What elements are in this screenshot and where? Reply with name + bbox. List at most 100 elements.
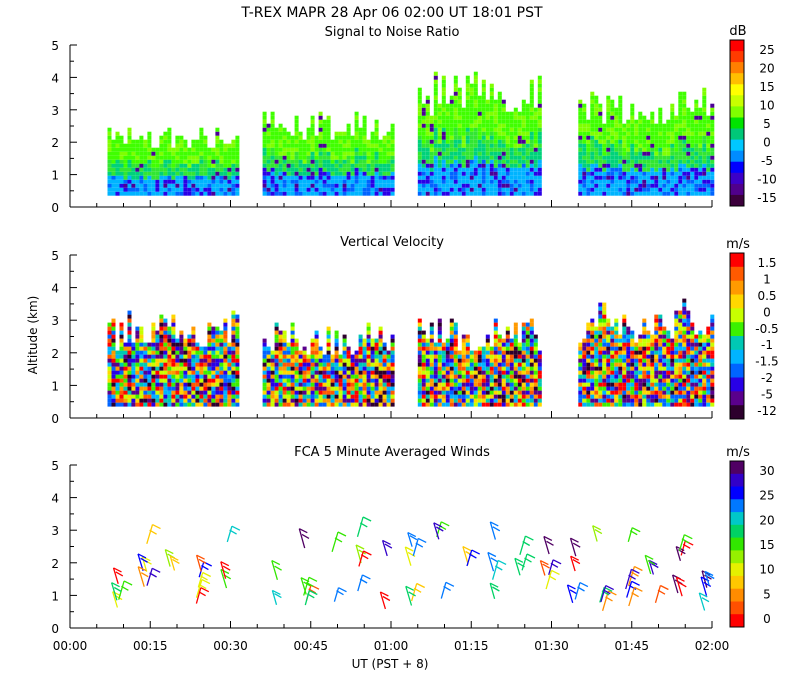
data-cell	[449, 362, 454, 367]
data-cell	[622, 131, 627, 136]
data-cell	[314, 346, 319, 351]
data-cell	[354, 155, 359, 160]
data-cell	[266, 398, 271, 403]
data-cell	[266, 127, 271, 132]
data-cell	[449, 95, 454, 100]
data-cell	[191, 163, 196, 168]
data-cell	[618, 179, 623, 184]
data-cell	[670, 362, 675, 367]
data-cell	[606, 334, 611, 339]
data-cell	[262, 370, 267, 375]
data-cell	[634, 123, 639, 128]
data-cell	[282, 342, 287, 347]
data-cell	[449, 394, 454, 399]
data-cell	[465, 179, 470, 184]
data-cell	[521, 342, 526, 347]
data-cell	[610, 402, 615, 407]
data-cell	[187, 374, 192, 379]
data-cell	[590, 167, 595, 172]
data-cell	[469, 402, 474, 407]
data-cell	[270, 378, 275, 383]
data-cell	[654, 326, 659, 331]
data-cell	[441, 123, 446, 128]
data-cell	[690, 386, 695, 391]
data-cell	[706, 151, 711, 156]
data-cell	[159, 374, 164, 379]
data-cell	[694, 119, 699, 124]
data-cell	[449, 163, 454, 168]
data-cell	[682, 91, 687, 96]
data-cell	[370, 151, 375, 156]
data-cell	[481, 163, 486, 168]
data-cell	[626, 143, 631, 148]
data-cell	[262, 163, 267, 168]
data-cell	[111, 151, 116, 156]
data-cell	[354, 111, 359, 116]
data-cell	[682, 342, 687, 347]
data-cell	[366, 139, 371, 144]
data-cell	[578, 167, 583, 172]
data-cell	[362, 362, 367, 367]
data-cell	[282, 187, 287, 192]
data-cell	[513, 151, 518, 156]
data-cell	[586, 378, 591, 383]
data-cell	[453, 378, 458, 383]
data-cell	[670, 163, 675, 168]
data-cell	[274, 159, 279, 164]
data-cell	[163, 171, 168, 176]
data-cell	[167, 342, 172, 347]
data-cell	[127, 342, 132, 347]
data-cell	[509, 374, 514, 379]
data-cell	[378, 370, 383, 375]
data-cell	[378, 187, 383, 192]
data-cell	[171, 191, 176, 196]
data-cell	[453, 163, 458, 168]
data-cell	[437, 398, 442, 403]
data-cell	[147, 402, 152, 407]
data-cell	[501, 370, 506, 375]
data-cell	[441, 394, 446, 399]
data-cell	[682, 135, 687, 140]
data-cell	[610, 191, 615, 196]
data-cell	[686, 326, 691, 331]
data-cell	[314, 135, 319, 140]
data-cell	[151, 358, 156, 363]
data-cell	[517, 350, 522, 355]
data-cell	[469, 362, 474, 367]
data-cell	[171, 326, 176, 331]
data-cell	[650, 342, 655, 347]
data-cell	[330, 171, 335, 176]
data-cell	[650, 334, 655, 339]
data-cell	[429, 151, 434, 156]
data-cell	[606, 342, 611, 347]
data-cell	[330, 191, 335, 196]
data-cell	[445, 175, 450, 180]
data-cell	[135, 366, 140, 371]
data-cell	[658, 314, 663, 319]
data-cell	[678, 314, 683, 319]
data-cell	[183, 187, 188, 192]
data-cell	[602, 310, 607, 315]
data-cell	[350, 398, 355, 403]
data-cell	[310, 386, 315, 391]
data-cell	[590, 326, 595, 331]
data-cell	[429, 366, 434, 371]
data-cell	[533, 402, 538, 407]
data-cell	[465, 75, 470, 80]
data-cell	[610, 374, 615, 379]
data-cell	[449, 330, 454, 335]
data-cell	[139, 394, 144, 399]
data-cell	[374, 370, 379, 375]
data-cell	[598, 374, 603, 379]
data-cell	[457, 127, 462, 132]
data-cell	[417, 370, 422, 375]
data-cell	[706, 167, 711, 172]
data-cell	[290, 334, 295, 339]
data-cell	[131, 346, 136, 351]
data-cell	[493, 167, 498, 172]
data-cell	[306, 139, 311, 144]
data-cell	[266, 143, 271, 148]
data-cell	[449, 386, 454, 391]
data-cell	[606, 187, 611, 192]
data-cell	[167, 127, 172, 132]
